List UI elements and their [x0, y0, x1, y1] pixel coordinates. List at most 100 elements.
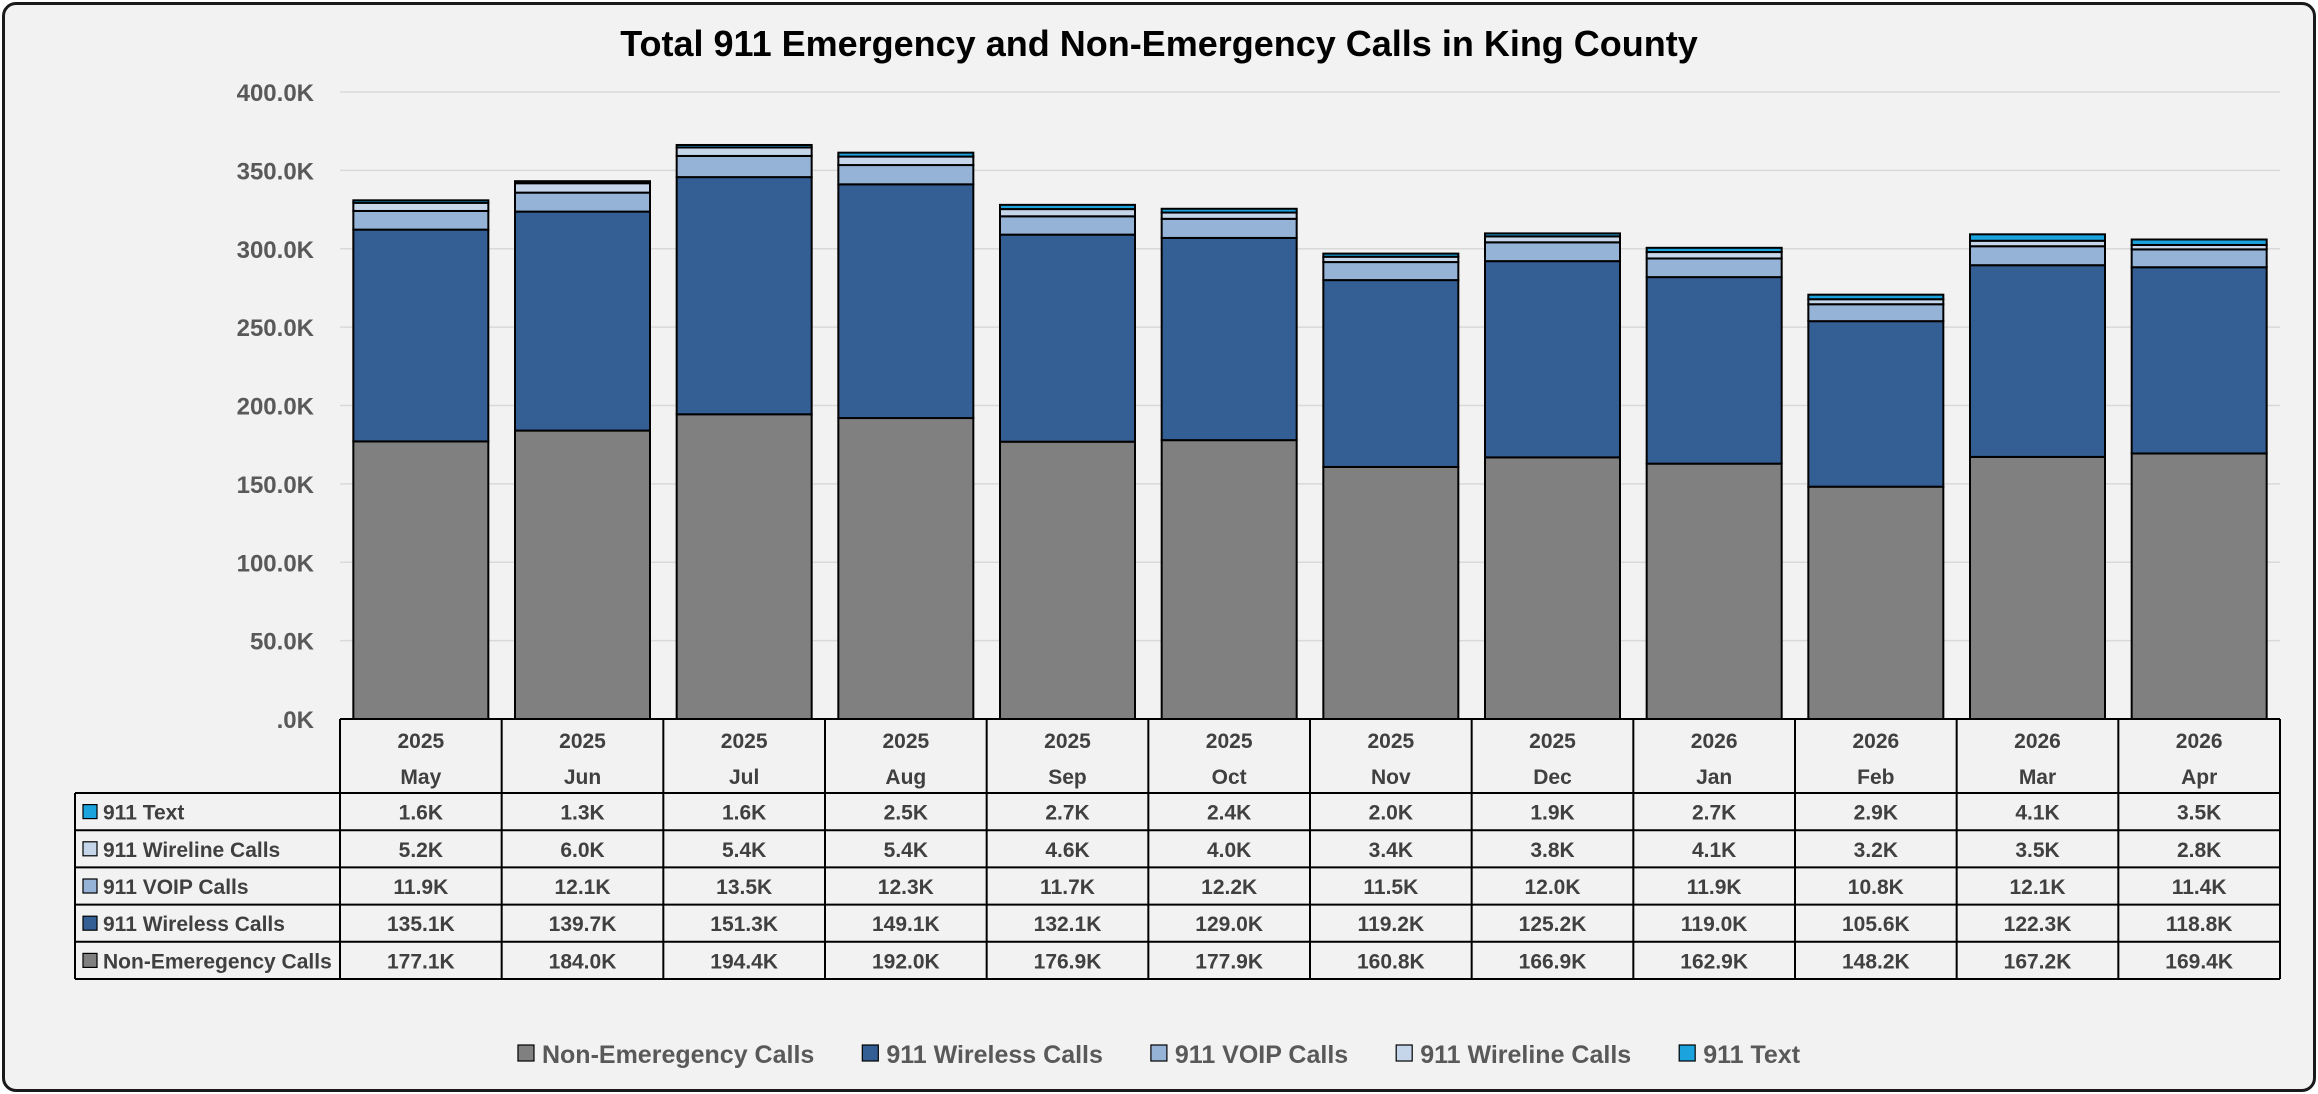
table-cell-value: 12.1K	[2009, 876, 2065, 899]
legend-key-911-voip-calls	[1150, 1044, 1168, 1062]
bar-911-text	[514, 180, 651, 185]
table-legend-key	[82, 841, 98, 857]
bar-911-wireline-calls	[352, 201, 490, 212]
table-cell-value: 160.8K	[1357, 950, 1425, 973]
table-legend-key	[82, 915, 98, 931]
bar-911-text	[837, 151, 975, 158]
bar-non-emeregency-calls	[1484, 456, 1621, 720]
table-cell-value: 192.0K	[872, 950, 940, 973]
category-month-label: Aug	[885, 766, 926, 789]
table-cell-value: 1.6K	[722, 802, 766, 825]
table-cell-value: 2.7K	[1045, 802, 1089, 825]
category-month-label: May	[400, 766, 441, 789]
legend-label: 911 Wireless Calls	[886, 1041, 1103, 1069]
y-tick-label: 400.0K	[237, 80, 315, 107]
table-cell-value: 6.0K	[560, 839, 604, 862]
category-month-label: Dec	[1533, 766, 1572, 789]
table-cell-value: 1.9K	[1530, 802, 1574, 825]
table-cell-value: 4.1K	[1692, 839, 1736, 862]
table-cell-value: 12.0K	[1524, 876, 1580, 899]
table-legend-key	[82, 878, 98, 894]
table-cell-value: 129.0K	[1195, 913, 1263, 936]
table-cell-value: 139.7K	[549, 913, 617, 936]
table-cell-value: 5.2K	[399, 839, 443, 862]
bar-non-emeregency-calls	[999, 440, 1136, 720]
category-year-label: 2025	[882, 730, 929, 753]
bar-911-wireless-calls	[1322, 279, 1460, 468]
table-cell-value: 2.9K	[1854, 802, 1898, 825]
y-tick-label: 50.0K	[250, 629, 315, 656]
table-cell-value: 5.4K	[884, 839, 928, 862]
bar-911-wireless-calls	[999, 233, 1136, 443]
table-cell-value: 166.9K	[1519, 950, 1587, 973]
bar-911-wireless-calls	[2130, 266, 2268, 455]
table-cell-value: 12.3K	[878, 876, 934, 899]
table-cell-value: 167.2K	[2004, 950, 2072, 973]
table-cell-value: 3.5K	[2177, 802, 2221, 825]
bar-911-wireline-calls	[675, 146, 813, 157]
table-legend-key	[82, 803, 98, 820]
y-tick-label: .0K	[277, 707, 315, 734]
bar-911-text	[1969, 233, 2106, 242]
table-row-label: 911 Wireline Calls	[103, 839, 280, 862]
table-cell-value: 122.3K	[2004, 913, 2072, 936]
bar-911-voip-calls	[1160, 217, 1298, 239]
bar-911-wireless-calls	[1160, 236, 1298, 442]
table-cell-value: 11.5K	[1363, 876, 1418, 899]
bar-non-emeregency-calls	[1645, 462, 1783, 720]
table-cell-value: 177.1K	[387, 950, 455, 973]
bar-911-voip-calls	[352, 209, 490, 231]
bar-non-emeregency-calls	[514, 429, 651, 720]
legend-label: 911 Text	[1703, 1041, 1801, 1069]
category-year-label: 2026	[1852, 730, 1899, 753]
bar-911-text	[1484, 232, 1621, 238]
bar-911-wireless-calls	[837, 183, 975, 420]
table-cell-value: 10.8K	[1848, 876, 1904, 899]
category-year-label: 2025	[559, 730, 606, 753]
category-month-label: Sep	[1048, 766, 1087, 789]
category-month-label: Jun	[564, 766, 601, 789]
bar-non-emeregency-calls	[1807, 485, 1945, 720]
table-cell-value: 12.2K	[1201, 876, 1257, 899]
bar-911-wireline-calls	[837, 155, 975, 167]
category-year-label: 2025	[1206, 730, 1253, 753]
table-cell-value: 1.6K	[399, 802, 443, 825]
legend-key-911-text	[1678, 1044, 1696, 1062]
legend-key-911-wireline-calls	[1395, 1044, 1413, 1062]
chart-title: Total 911 Emergency and Non-Emergency Ca…	[620, 23, 1698, 64]
legend-label: 911 VOIP Calls	[1175, 1041, 1348, 1069]
table-cell-value: 11.9K	[393, 876, 448, 899]
bar-911-voip-calls	[1969, 245, 2106, 267]
bar-non-emeregency-calls	[837, 417, 975, 720]
table-cell-value: 11.7K	[1040, 876, 1095, 899]
category-year-label: 2025	[721, 730, 768, 753]
bar-911-text	[1645, 246, 1783, 254]
bar-911-wireless-calls	[1484, 260, 1621, 459]
table-cell-value: 2.7K	[1692, 802, 1736, 825]
category-month-label: Nov	[1371, 766, 1411, 789]
bar-non-emeregency-calls	[2130, 452, 2268, 720]
table-cell-value: 3.2K	[1854, 839, 1898, 862]
category-month-label: Jan	[1696, 766, 1732, 789]
bar-911-voip-calls	[1645, 257, 1783, 279]
bar-911-wireless-calls	[514, 210, 651, 432]
category-year-label: 2025	[397, 730, 444, 753]
table-cell-value: 4.6K	[1045, 839, 1089, 862]
category-year-label: 2026	[2014, 730, 2061, 753]
bar-911-voip-calls	[514, 191, 651, 213]
table-cell-value: 11.9K	[1687, 876, 1742, 899]
table-cell-value: 119.2K	[1358, 913, 1425, 936]
category-month-label: Feb	[1857, 766, 1894, 789]
bar-911-wireless-calls	[1807, 320, 1945, 488]
legend-label: 911 Wireline Calls	[1420, 1041, 1631, 1069]
category-year-label: 2025	[1367, 730, 1414, 753]
table-cell-value: 3.8K	[1530, 839, 1574, 862]
bar-non-emeregency-calls	[1160, 439, 1298, 720]
bar-911-text	[2130, 238, 2268, 246]
bar-911-text	[1807, 293, 1945, 301]
table-row-label: 911 Wireless Calls	[103, 913, 285, 936]
table-cell-value: 177.9K	[1195, 950, 1263, 973]
bar-911-wireless-calls	[675, 176, 813, 416]
bar-911-wireline-calls	[999, 208, 1136, 218]
bar-non-emeregency-calls	[675, 413, 813, 720]
